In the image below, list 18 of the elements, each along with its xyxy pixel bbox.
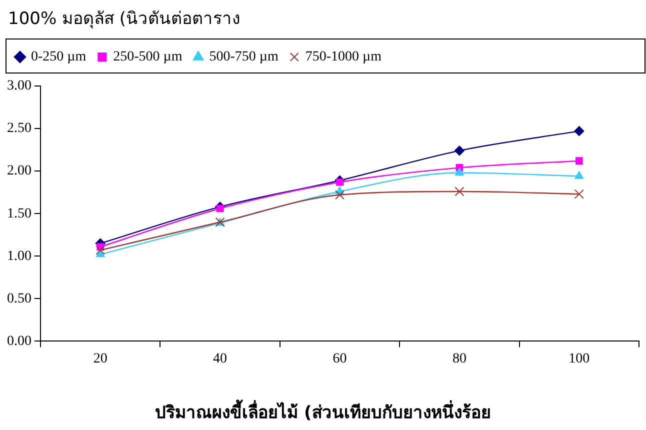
legend-label: 750-1000 µm xyxy=(305,50,382,65)
chart-title: 100% มอดุลัส (นิวตันต่อตาราง xyxy=(8,8,240,31)
y-tick-label: 1.00 xyxy=(7,248,32,264)
y-tick-label: 3.00 xyxy=(7,78,32,94)
x-tick-label: 40 xyxy=(213,351,228,366)
y-tick-label: 0.00 xyxy=(7,334,32,349)
legend-label: 250-500 µm xyxy=(113,50,182,65)
legend-label: 500-750 µm xyxy=(209,50,278,65)
x-axis-title: ปริมาณผงขี้เลื่อยไม้ (ส่วนเทียบกับยางหนึ่งร้อย xyxy=(154,398,492,425)
x-tick-label: 60 xyxy=(332,351,347,366)
y-tick-label: 0.50 xyxy=(7,291,32,306)
x-tick-label: 20 xyxy=(93,351,108,366)
y-tick-label: 1.50 xyxy=(7,206,32,222)
x-tick-label: 100 xyxy=(568,351,590,366)
x-tick-label: 80 xyxy=(452,351,466,366)
y-tick-label: 2.00 xyxy=(7,164,32,179)
legend-label: 0-250 µm xyxy=(31,50,86,65)
y-tick-label: 2.50 xyxy=(7,121,32,136)
